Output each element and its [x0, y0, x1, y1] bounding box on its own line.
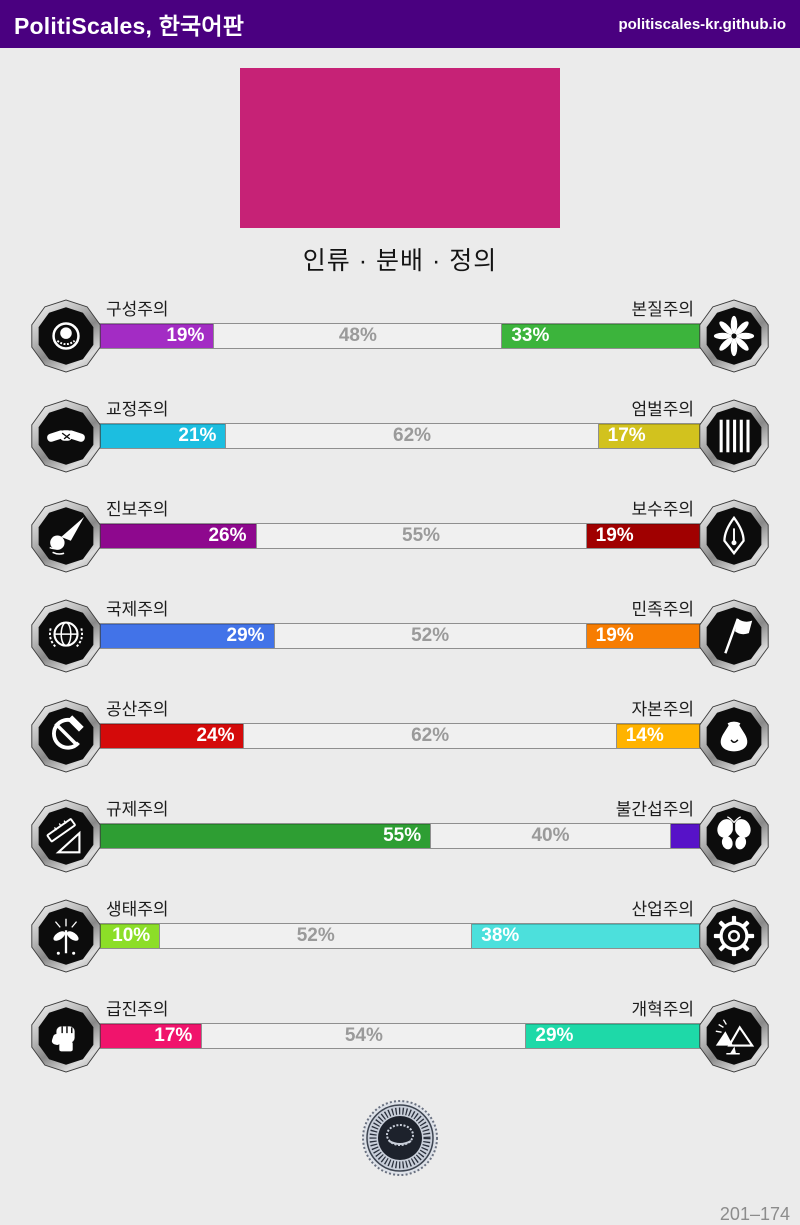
- butterfly-icon: [699, 799, 769, 873]
- axis-right-segment: 19%: [586, 524, 701, 548]
- axis-left-segment: 29%: [99, 624, 274, 648]
- pen-nib-icon: [699, 499, 769, 573]
- axis-right-label: 산업주의: [631, 900, 694, 919]
- ruler-icon: [31, 799, 101, 873]
- axis-left-segment: 21%: [99, 424, 226, 448]
- axis-middle-segment: 52%: [273, 624, 587, 648]
- pragmatism-seal-icon: [361, 1099, 439, 1182]
- axis-middle-segment: 62%: [243, 724, 617, 748]
- axis-row: 급진주의 개혁주의 17% 54% 29%: [28, 999, 772, 1073]
- axis-left-segment: 55%: [99, 824, 431, 848]
- axis-left-label: 급진주의: [106, 1000, 169, 1019]
- axis-bar: 17% 54% 29%: [98, 1023, 702, 1049]
- axis-row: 생태주의 산업주의 10% 52% 38%: [28, 899, 772, 973]
- axis-row: 교정주의 엄벌주의 21% 62% 17%: [28, 399, 772, 473]
- axis-right-segment: 33%: [502, 324, 701, 348]
- axis-left-label: 국제주의: [106, 600, 169, 619]
- axis-bar: 29% 52% 19%: [98, 623, 702, 649]
- axis-left-segment: 10%: [99, 924, 160, 948]
- axis-left-label: 교정주의: [106, 400, 169, 419]
- axis-row: 국제주의 민족주의 29% 52% 19%: [28, 599, 772, 673]
- axis-right-segment: [670, 824, 701, 848]
- axis-left-segment: 24%: [99, 724, 244, 748]
- axis-middle-segment: 48%: [213, 324, 503, 348]
- score-text: 201–174: [719, 1204, 790, 1224]
- axis-right-label: 민족주의: [631, 600, 694, 619]
- header-bar: PolitiScales, 한국어판 politiscales-kr.githu…: [0, 0, 800, 48]
- axis-row: 구성주의 본질주의 19% 48% 33%: [28, 299, 772, 373]
- section-title: 인류 · 분배 · 정의: [302, 247, 498, 275]
- axis-left-segment: 17%: [99, 1024, 202, 1048]
- money-bag-icon: [699, 699, 769, 773]
- axis-right-label: 본질주의: [631, 300, 694, 319]
- flower-icon: [699, 299, 769, 373]
- axis-bar: 19% 48% 33%: [98, 323, 702, 349]
- axes-list: 구성주의 본질주의 19% 48% 33% 교정주의 엄벌주의 21%: [28, 299, 772, 1073]
- globe-icon: [31, 599, 101, 673]
- axis-left-label: 규제주의: [106, 800, 169, 819]
- axis-left-label: 공산주의: [106, 700, 169, 719]
- handshake-icon: [31, 399, 101, 473]
- axis-middle-segment: 62%: [225, 424, 599, 448]
- axis-right-segment: 38%: [472, 924, 701, 948]
- axis-right-label: 보수주의: [631, 500, 694, 519]
- axis-bar: 24% 62% 14%: [98, 723, 702, 749]
- axis-middle-segment: 55%: [255, 524, 587, 548]
- eye-icon: [31, 299, 101, 373]
- axis-right-label: 엄벌주의: [631, 400, 694, 419]
- axis-left-label: 구성주의: [106, 300, 169, 319]
- sunrise-icon: [699, 999, 769, 1073]
- comet-icon: [31, 499, 101, 573]
- axis-right-segment: 14%: [616, 724, 701, 748]
- axis-middle-segment: 40%: [430, 824, 671, 848]
- axis-middle-segment: 54%: [201, 1024, 527, 1048]
- axis-middle-segment: 52%: [159, 924, 473, 948]
- axis-row: 규제주의 불간섭주의 55% 40%: [28, 799, 772, 873]
- axis-row: 공산주의 자본주의 24% 62% 14%: [28, 699, 772, 773]
- axis-left-segment: 26%: [99, 524, 256, 548]
- flag-icon: [699, 599, 769, 673]
- axis-right-segment: 17%: [598, 424, 701, 448]
- axis-right-label: 개혁주의: [631, 1000, 694, 1019]
- axis-right-label: 자본주의: [631, 700, 694, 719]
- gear-icon: [699, 899, 769, 973]
- plant-icon: [31, 899, 101, 973]
- axis-left-segment: 19%: [99, 324, 214, 348]
- app-title: PolitiScales, 한국어판: [14, 13, 245, 39]
- axis-bar: 21% 62% 17%: [98, 423, 702, 449]
- hammer-sickle-icon: [31, 699, 101, 773]
- axis-right-segment: 19%: [586, 624, 701, 648]
- result-flag: [240, 68, 560, 228]
- axis-left-label: 생태주의: [106, 900, 169, 919]
- prison-bars-icon: [699, 399, 769, 473]
- axis-right-segment: 29%: [526, 1024, 701, 1048]
- axis-bar: 55% 40%: [98, 823, 702, 849]
- site-link[interactable]: politiscales-kr.github.io: [618, 15, 786, 33]
- axis-left-label: 진보주의: [106, 500, 169, 519]
- fist-icon: [31, 999, 101, 1073]
- axis-bar: 26% 55% 19%: [98, 523, 702, 549]
- axis-bar: 10% 52% 38%: [98, 923, 702, 949]
- axis-right-label: 불간섭주의: [615, 800, 694, 819]
- axis-row: 진보주의 보수주의 26% 55% 19%: [28, 499, 772, 573]
